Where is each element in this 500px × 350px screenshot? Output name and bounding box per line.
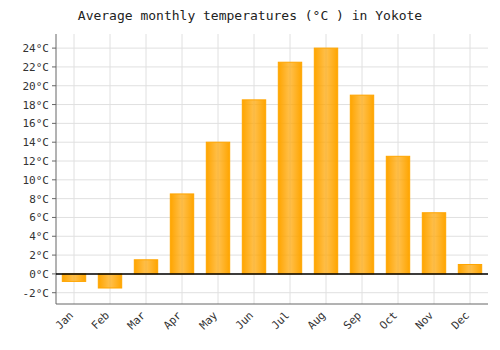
y-tick [52,123,56,124]
y-tick [52,198,56,199]
x-axis-line [56,304,488,305]
y-tick-label: 18°C [23,99,50,112]
x-tick-label: Mar [125,309,149,333]
y-axis-line [56,34,57,304]
y-tick [52,142,56,143]
x-tick-label: Jun [233,309,256,332]
y-tick [52,48,56,49]
bar [386,156,409,274]
x-tick-label: May [197,309,221,333]
x-tick-label: Oct [377,309,400,332]
bar [98,274,121,288]
x-grid-line [110,34,111,304]
y-tick [52,217,56,218]
y-tick-label: 22°C [23,61,50,74]
y-tick-label: 10°C [23,174,50,187]
y-grid-line [56,292,488,293]
y-tick-label: 6°C [29,211,49,224]
y-tick [52,179,56,180]
x-grid-line [74,34,75,304]
y-tick-label: 24°C [23,42,50,55]
y-grid-line [56,198,488,199]
x-tick-label: Nov [413,309,437,333]
title: Average monthly temperatures (°C ) in Yo… [78,8,423,23]
bar [278,62,301,274]
y-tick-label: 20°C [23,80,50,93]
x-tick-label: Jan [53,309,76,332]
bar [350,95,373,274]
bar [134,260,157,274]
y-tick [52,255,56,256]
y-tick-label: 2°C [29,249,49,262]
x-tick-label: Jul [269,309,292,332]
y-tick [52,66,56,67]
y-grid-line [56,179,488,180]
y-tick [52,236,56,237]
bar [314,48,337,274]
y-tick [52,85,56,86]
x-grid-line [470,34,471,304]
axes: -2°C 0°C 2°C 4°C 6°C 8°C 10°C 12°C 14°C 16°C 18°C 2… [23,34,489,332]
x-tick-label: Aug [305,309,328,332]
y-tick-label: 4°C [29,230,49,243]
y-tick-label: 12°C [23,155,50,168]
x-tick-label: Dec [449,309,472,332]
y-tick [52,292,56,293]
y-tick [52,161,56,162]
y-grid-line [56,85,488,86]
bar [422,213,445,274]
y-tick [52,104,56,105]
y-tick-label: 8°C [29,193,49,206]
y-grid-line [56,142,488,143]
bar [170,194,193,274]
y-tick-label: 0°C [29,268,49,281]
y-tick [52,273,56,274]
bar [62,274,85,282]
y-grid-line [56,48,488,49]
x-tick-label: Feb [89,309,112,332]
y-grid-line [56,273,488,274]
chart: Average monthly temperatures (°C ) in Yo… [0,0,500,350]
y-grid-line [56,66,488,67]
zero-line [56,273,488,275]
y-tick-label: -2°C [23,287,50,300]
y-grid-line [56,104,488,105]
x-tick-label: Sep [341,309,364,332]
bar [206,142,229,274]
y-grid-line [56,123,488,124]
bars [62,48,481,288]
y-tick-label: 14°C [23,136,50,149]
bar [458,264,481,273]
x-tick-label: Apr [161,309,185,333]
grid [56,34,488,304]
y-grid-line [56,161,488,162]
y-tick-label: 16°C [23,117,50,130]
bar [242,100,265,274]
